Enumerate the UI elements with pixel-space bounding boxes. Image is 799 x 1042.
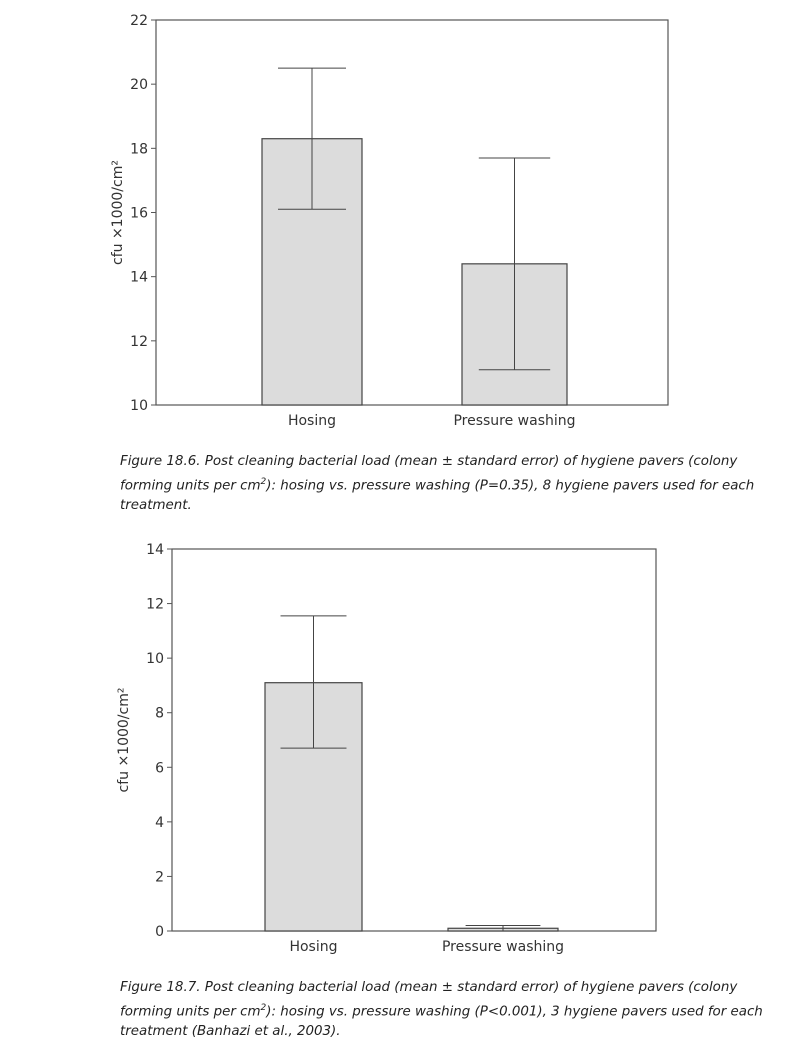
y-tick-label: 10 bbox=[146, 651, 164, 667]
y-tick-label: 8 bbox=[155, 706, 164, 722]
y-tick-label: 6 bbox=[155, 760, 164, 776]
y-tick-label: 4 bbox=[155, 815, 164, 831]
chart-2: 0 2 4 6 8 10 12 14 cfu ×1000/cm² Hosing Pressure w… bbox=[116, 542, 657, 955]
x-tick-label: Hosing bbox=[288, 413, 336, 429]
caption-sup: 2 bbox=[260, 477, 267, 487]
plot-frame bbox=[171, 548, 657, 932]
y-tick-label: 14 bbox=[130, 270, 148, 286]
y-axis-label: cfu ×1000/cm² bbox=[116, 688, 132, 793]
x-tick-label: Pressure washing bbox=[442, 939, 564, 955]
y-axis-label: cfu ×1000/cm² bbox=[110, 160, 126, 265]
caption-figure-18-6: Figure 18.6. Post cleaning bacterial loa… bbox=[120, 452, 780, 516]
chart-1: 10 12 14 16 18 20 22 cfu ×1000/cm² Hosing Pressur… bbox=[110, 13, 669, 429]
y-tick-label: 12 bbox=[130, 334, 148, 350]
x-tick-label: Pressure washing bbox=[453, 413, 575, 429]
caption-label: Figure 18.7. bbox=[120, 980, 201, 995]
x-tick-label: Hosing bbox=[289, 939, 337, 955]
y-tick-label: 2 bbox=[155, 869, 164, 885]
caption-label: Figure 18.6. bbox=[120, 454, 201, 469]
caption-text: Post cleaning bacterial load (mean ± sta… bbox=[120, 980, 738, 1020]
y-tick-label: 12 bbox=[146, 597, 164, 613]
y-tick-label: 16 bbox=[130, 206, 148, 222]
y-tick-label: 0 bbox=[155, 924, 164, 940]
plot-frame bbox=[155, 19, 669, 406]
y-tick-label: 14 bbox=[146, 542, 164, 558]
y-tick-label: 18 bbox=[130, 141, 148, 157]
y-tick-label: 22 bbox=[130, 13, 148, 29]
caption-text: ): hosing vs. pressure washing (P=0.35),… bbox=[120, 478, 755, 514]
caption-figure-18-7: Figure 18.7. Post cleaning bacterial loa… bbox=[120, 978, 780, 1042]
caption-text: Post cleaning bacterial load (mean ± sta… bbox=[120, 454, 738, 494]
y-tick-label: 20 bbox=[130, 77, 148, 93]
caption-sup: 2 bbox=[260, 1003, 267, 1013]
y-tick-label: 10 bbox=[130, 398, 148, 414]
